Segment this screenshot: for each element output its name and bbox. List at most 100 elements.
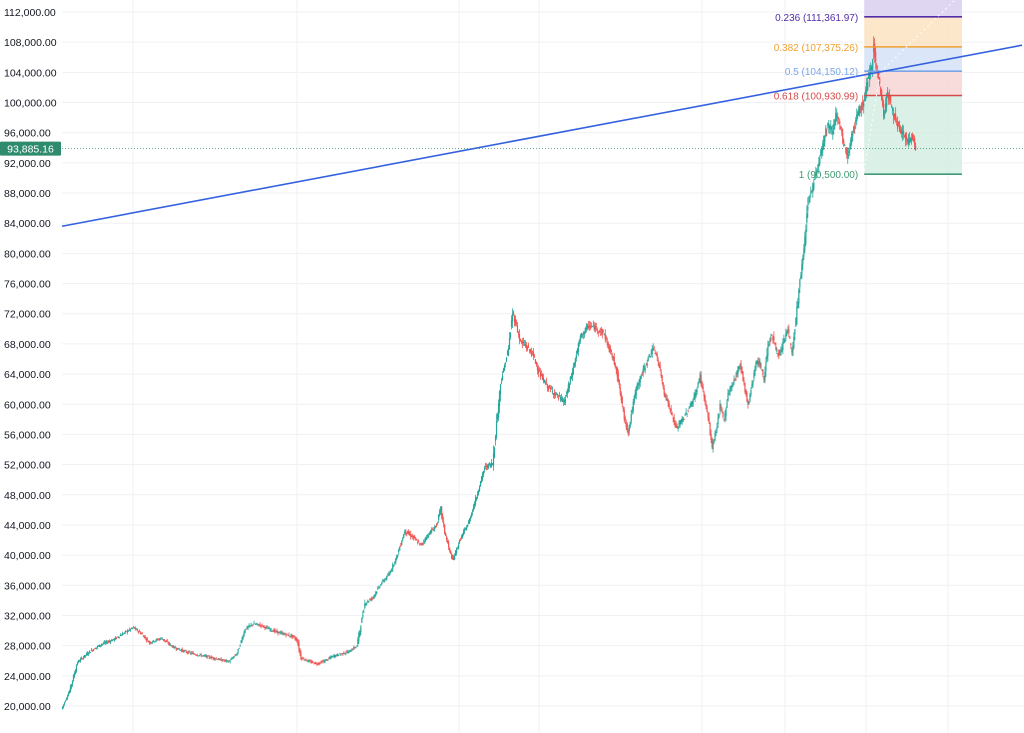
y-tick-label: 76,000.00 <box>4 279 51 291</box>
candle-body <box>448 542 450 548</box>
candle-body <box>669 408 671 410</box>
candle-body <box>820 150 822 156</box>
fib-zone <box>864 0 962 17</box>
candle-body <box>422 542 424 544</box>
candle-body <box>85 653 88 656</box>
candle-body <box>848 151 850 154</box>
candle-body <box>635 386 637 396</box>
candle-body <box>202 655 204 657</box>
candle-body <box>663 387 665 395</box>
trendline[interactable] <box>61 44 1023 228</box>
candle-body <box>512 311 515 315</box>
candle-body <box>423 541 425 543</box>
candle-body <box>218 658 220 660</box>
candle-body <box>192 653 194 655</box>
candle-body <box>332 655 334 657</box>
candle-body <box>653 347 655 349</box>
candle-body <box>603 333 605 335</box>
candle-body <box>720 405 722 409</box>
candle-body <box>855 119 857 123</box>
candle-body <box>457 547 459 549</box>
y-axis: 112,000.00 108,000.00 104,000.00 100,000.00… <box>4 7 57 713</box>
candle-body <box>114 637 116 640</box>
candle-body <box>594 325 596 330</box>
candle-body <box>141 633 143 635</box>
trendline-segment[interactable] <box>61 44 1023 228</box>
candle-body <box>382 580 384 582</box>
candle-body <box>302 657 304 659</box>
candle-body <box>684 415 686 416</box>
candle-body <box>629 421 631 427</box>
candle-body <box>642 368 644 374</box>
candle-body <box>600 328 602 331</box>
candle-body <box>236 653 238 655</box>
candle-body <box>451 554 453 559</box>
candle-body <box>566 390 568 394</box>
candle-body <box>177 647 179 650</box>
candle-body <box>131 627 133 629</box>
candle-body <box>158 638 160 640</box>
candle-body <box>284 633 286 635</box>
candle-body <box>305 658 307 661</box>
candle-body <box>796 306 798 325</box>
candlestick-series <box>61 36 917 710</box>
candle-body <box>910 138 912 142</box>
candle-body <box>892 107 894 111</box>
candle-body <box>468 518 471 524</box>
candle-body <box>467 521 470 524</box>
candle-body <box>369 599 371 601</box>
candle-body <box>872 59 874 71</box>
candle-body <box>452 556 454 559</box>
candle-body <box>327 659 329 661</box>
candle-body <box>295 638 297 641</box>
candle-body <box>124 630 126 632</box>
candle-body <box>379 586 381 588</box>
candle-body <box>717 417 719 424</box>
candle-body <box>438 514 440 521</box>
candle-body <box>581 335 583 337</box>
candle-body <box>906 136 908 139</box>
candle-body <box>703 392 705 397</box>
candle-body <box>795 317 797 327</box>
candle-body <box>525 344 528 348</box>
candle-body <box>806 213 808 223</box>
candle-body <box>347 652 349 654</box>
candle-body <box>522 341 525 344</box>
candle-body <box>290 635 292 637</box>
candle-body <box>777 353 779 356</box>
candle-body <box>371 598 373 600</box>
y-tick-label: 112,000.00 <box>4 7 56 19</box>
candle-body <box>492 453 495 466</box>
candle-body <box>743 380 745 383</box>
candle-body <box>899 124 901 132</box>
candle-body <box>517 332 520 334</box>
candle-body <box>505 357 508 362</box>
candle-body <box>890 96 892 103</box>
candle-body <box>757 361 759 365</box>
candle-body <box>679 421 681 425</box>
candle-body <box>538 370 541 372</box>
candle-body <box>781 347 783 351</box>
candle-body <box>400 545 402 547</box>
candle-body <box>240 640 242 643</box>
candle-body <box>69 685 72 692</box>
candle-body <box>748 401 750 404</box>
candle-body <box>353 646 355 650</box>
candle-body <box>361 617 363 623</box>
candle-body <box>667 399 669 404</box>
y-tick-label: 80,000.00 <box>4 248 51 260</box>
candle-body <box>616 367 618 377</box>
candle-body <box>337 654 339 656</box>
candle-body <box>384 579 386 582</box>
candle-body <box>726 402 728 408</box>
candle-body <box>397 554 399 557</box>
candle-body <box>406 532 408 534</box>
candle-body <box>89 652 92 653</box>
candle-body <box>300 653 302 660</box>
candle-body <box>280 632 282 634</box>
candle-body <box>789 336 791 339</box>
candle-body <box>210 656 212 659</box>
candle-body <box>287 634 289 636</box>
candle-body <box>856 114 858 122</box>
